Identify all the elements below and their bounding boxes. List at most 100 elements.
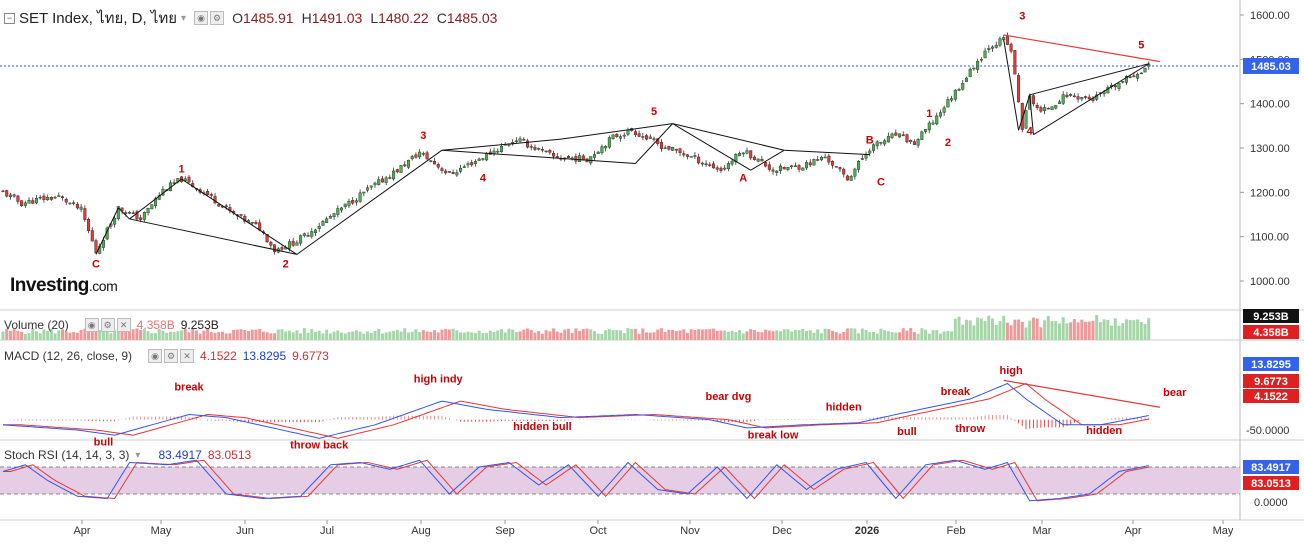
volume-bar — [1113, 318, 1117, 340]
volume-bar — [544, 330, 548, 340]
candle-body — [343, 203, 347, 208]
volume-tag-label: 4.358B — [1253, 327, 1289, 339]
candle — [894, 129, 898, 137]
volume-bar — [563, 329, 567, 340]
macd-settings-icon[interactable]: ⚙ — [164, 349, 179, 363]
candle — [540, 146, 544, 153]
volume-bar — [83, 328, 87, 340]
volume-bar — [901, 328, 905, 340]
candle-body — [1054, 105, 1058, 109]
wave-line — [784, 149, 870, 156]
candle-body — [1, 190, 5, 193]
volume-bar — [819, 333, 823, 340]
candle-body — [206, 191, 210, 196]
candle — [142, 211, 146, 223]
candle-body — [786, 167, 790, 170]
volume-bar — [250, 329, 254, 340]
stoch-tag-label: 83.0513 — [1251, 478, 1291, 490]
candle — [942, 105, 946, 116]
volume-bar — [734, 332, 738, 340]
volume-close-icon[interactable]: ✕ — [116, 318, 131, 332]
candle — [864, 151, 868, 161]
volume-bar — [462, 332, 466, 340]
symbol-dropdown-icon[interactable]: ▾ — [181, 12, 187, 24]
candle-body — [459, 167, 463, 172]
candle — [592, 151, 596, 161]
volume-bar — [228, 333, 232, 340]
candle-body — [1087, 96, 1091, 100]
wave-label: 5 — [651, 106, 657, 118]
eye-icon[interactable]: ◉ — [194, 11, 209, 25]
candle — [935, 112, 939, 126]
volume-bar — [537, 331, 541, 340]
candle — [883, 138, 887, 147]
candle-body — [124, 212, 128, 214]
volume-bar — [418, 332, 422, 340]
candle — [1005, 32, 1009, 46]
volume-bar — [499, 329, 503, 340]
volume-bar — [206, 328, 210, 340]
candle — [611, 133, 615, 140]
volume-bar — [1028, 320, 1032, 340]
candle — [778, 163, 782, 174]
volume-bar — [972, 325, 976, 340]
volume-bar — [715, 330, 719, 340]
candle — [901, 131, 905, 137]
volume-bar — [287, 330, 291, 340]
volume-bar — [1039, 327, 1043, 340]
collapse-icon[interactable]: − — [4, 12, 15, 24]
candle-body — [1013, 50, 1017, 75]
candle — [708, 161, 712, 167]
candle — [496, 148, 500, 155]
wave-line — [296, 149, 443, 255]
candle-body — [715, 167, 719, 170]
macd-label: MACD (12, 26, close, 9) — [4, 349, 133, 363]
candle — [704, 160, 708, 167]
volume-bar — [299, 333, 303, 340]
volume-bar — [23, 333, 27, 340]
symbol-title[interactable]: SET Index, ไทย, D, ไทย — [19, 10, 178, 27]
volume-bar — [180, 330, 184, 340]
volume-bar — [194, 330, 198, 340]
candle — [667, 145, 671, 151]
volume-bar — [1147, 318, 1151, 340]
candle — [544, 150, 548, 153]
volume-bar — [831, 330, 835, 340]
stoch-dropdown-icon[interactable]: ▾ — [135, 449, 141, 461]
volume-bar — [838, 333, 842, 340]
price-tick-label: 1300.00 — [1250, 143, 1290, 155]
candle-body — [280, 247, 284, 250]
candle-body — [641, 136, 645, 138]
candle — [678, 147, 682, 157]
volume-bar — [723, 330, 727, 340]
volume-bar — [968, 320, 972, 340]
wave-line — [672, 123, 751, 171]
volume-bar — [864, 329, 868, 340]
candle — [537, 147, 541, 151]
macd-close-icon[interactable]: ✕ — [180, 349, 195, 363]
settings-icon[interactable]: ⚙ — [210, 11, 225, 25]
candle-body — [142, 212, 146, 220]
candle-body — [239, 214, 243, 216]
volume-bar — [135, 328, 139, 340]
candle-body — [979, 59, 983, 61]
candle-body — [942, 107, 946, 113]
candle-body — [243, 216, 247, 222]
macd-eye-icon[interactable]: ◉ — [148, 349, 163, 363]
volume-eye-icon[interactable]: ◉ — [84, 318, 99, 332]
volume-settings-icon[interactable]: ⚙ — [100, 318, 115, 332]
candle-body — [373, 182, 377, 186]
candle-body — [425, 152, 429, 160]
volume-tag — [1243, 325, 1299, 339]
volume-bar — [410, 331, 414, 340]
candle — [354, 198, 358, 206]
volume-bar — [1084, 321, 1088, 340]
candle — [1031, 94, 1035, 107]
volume-bar — [674, 331, 678, 340]
candle — [421, 151, 425, 157]
candle-body — [295, 242, 299, 246]
candle — [570, 156, 574, 161]
candle-body — [652, 138, 656, 140]
candle-body — [269, 241, 273, 246]
